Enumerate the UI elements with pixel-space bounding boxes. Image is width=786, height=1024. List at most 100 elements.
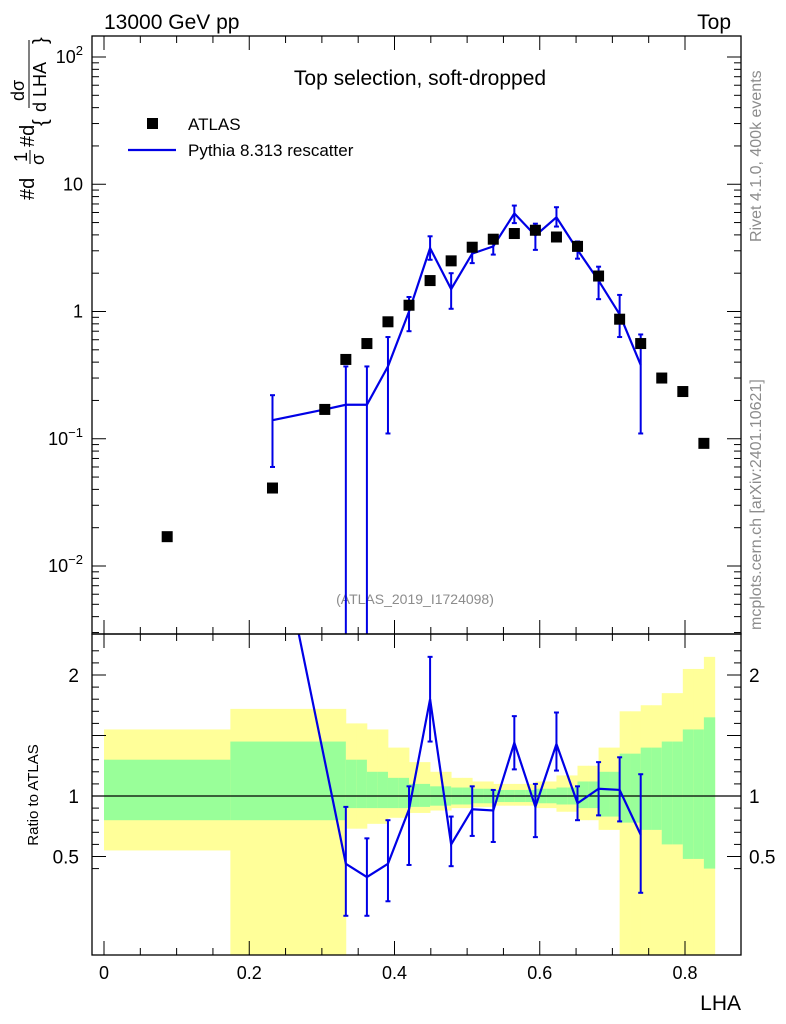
header-process-label: 13000 GeV pp bbox=[104, 11, 239, 34]
atlas-data-point bbox=[319, 403, 331, 415]
ratio-y-tick-label-right: 2 bbox=[749, 666, 760, 687]
analysis-id-label: (ATLAS_2019_I1724098) bbox=[336, 591, 494, 607]
legend-label-atlas: ATLAS bbox=[188, 115, 241, 134]
atlas-data-point bbox=[593, 270, 605, 282]
band-inner-bin bbox=[630, 753, 642, 823]
x-axis-label: LHA bbox=[700, 992, 741, 1015]
band-inner-bin bbox=[672, 741, 684, 845]
x-tick-label: 0 bbox=[99, 963, 109, 983]
legend: ATLAS Pythia 8.313 rescatter bbox=[128, 115, 354, 160]
band-inner-bin bbox=[693, 729, 705, 859]
legend-label-pythia: Pythia 8.313 rescatter bbox=[188, 141, 354, 160]
band-inner-bin bbox=[640, 747, 652, 830]
band-inner-bin bbox=[366, 771, 379, 809]
atlas-data-point bbox=[529, 224, 541, 236]
band-inner-bin bbox=[409, 783, 421, 807]
tick-exponent: −2 bbox=[68, 552, 83, 567]
ylabel-hash1: #d bbox=[17, 178, 39, 200]
band-inner-bin bbox=[398, 777, 410, 809]
ylabel-hash2: #d bbox=[17, 125, 39, 147]
atlas-data-point bbox=[677, 386, 689, 398]
band-outer-bin bbox=[640, 705, 652, 955]
atlas-data-point bbox=[487, 233, 499, 245]
mcplots-label: mcplots.cern.ch [arXiv:2401.10621] bbox=[748, 379, 765, 630]
band-inner-bin bbox=[387, 777, 400, 809]
band-inner-bin bbox=[619, 753, 631, 823]
tick-exponent: −1 bbox=[68, 425, 83, 440]
main-y-tick-label: 10−2 bbox=[48, 552, 83, 576]
main-y-tick-label: 10 bbox=[63, 174, 83, 194]
ylabel-sigma: σ bbox=[28, 154, 48, 165]
ylabel-one: 1 bbox=[11, 152, 31, 162]
atlas-data-point bbox=[340, 353, 352, 365]
band-inner-bin bbox=[588, 781, 599, 809]
ratio-y-axis-label: Ratio to ATLAS bbox=[25, 744, 42, 845]
atlas-data-point bbox=[403, 299, 415, 311]
band-inner-bin bbox=[419, 783, 431, 807]
x-tick-label: 0.4 bbox=[382, 963, 407, 983]
ylabel-rbrace: } bbox=[30, 37, 52, 44]
atlas-data-point bbox=[635, 338, 647, 350]
ylabel-dsigma: dσ bbox=[8, 80, 28, 101]
tick-base: 10 bbox=[56, 47, 76, 67]
band-outer-bin bbox=[619, 711, 631, 955]
band-inner-bin bbox=[356, 759, 368, 809]
atlas-data-point bbox=[266, 482, 278, 494]
tick-base: 10 bbox=[48, 556, 68, 576]
pythia-line bbox=[272, 211, 642, 422]
x-tick-label: 0.8 bbox=[672, 963, 697, 983]
main-atlas-series bbox=[161, 224, 710, 543]
band-inner-bin bbox=[661, 741, 674, 845]
main-y-tick-label: 10−1 bbox=[48, 425, 83, 449]
band-inner-bin bbox=[577, 781, 589, 809]
ratio-y-tick-label-left: 0.5 bbox=[53, 848, 79, 869]
legend-marker-atlas bbox=[147, 118, 158, 129]
atlas-data-point bbox=[466, 241, 478, 253]
ratio-y-tick-label-right: 1 bbox=[749, 787, 760, 808]
band-outer-bin bbox=[651, 705, 663, 955]
ratio-y-tick-label-left: 1 bbox=[68, 787, 79, 808]
atlas-data-point bbox=[382, 316, 394, 328]
atlas-data-point bbox=[361, 338, 373, 350]
main-y-axis-label: #d 1 σ #d dσ { d LHA } bbox=[8, 37, 52, 200]
band-inner-bin bbox=[104, 759, 231, 821]
atlas-data-point bbox=[614, 313, 626, 325]
chart-title: Top selection, soft-dropped bbox=[294, 67, 546, 90]
band-inner-bin bbox=[703, 717, 716, 869]
x-tick-label: 0.2 bbox=[237, 963, 262, 983]
ratio-pythia-series bbox=[297, 634, 644, 917]
ratio-uncertainty-bands bbox=[104, 656, 716, 955]
tick-exponent: 2 bbox=[76, 43, 83, 58]
ylabel-dlha: d LHA bbox=[30, 62, 50, 112]
band-inner-bin bbox=[651, 747, 663, 830]
main-y-tick-label: 1 bbox=[73, 302, 83, 322]
atlas-data-point bbox=[424, 275, 436, 287]
main-pythia-series bbox=[269, 204, 644, 634]
axes-frames bbox=[91, 35, 742, 956]
x-tick-label: 0.6 bbox=[527, 963, 552, 983]
atlas-data-point bbox=[572, 240, 584, 252]
atlas-data-point bbox=[550, 231, 562, 243]
ylabel-lbrace: { bbox=[30, 119, 52, 126]
band-inner-bin bbox=[609, 771, 621, 817]
ratio-y-tick-label-right: 0.5 bbox=[749, 848, 775, 869]
atlas-data-point bbox=[161, 531, 173, 543]
tick-base: 10 bbox=[48, 429, 68, 449]
atlas-data-point bbox=[656, 372, 668, 384]
main-y-tick-label: 102 bbox=[56, 43, 83, 67]
band-inner-bin bbox=[230, 741, 347, 821]
ratio-pythia-line bbox=[297, 634, 642, 879]
header-selection-label: Top bbox=[697, 11, 731, 34]
band-inner-bin bbox=[682, 729, 695, 859]
band-inner-bin bbox=[377, 771, 389, 809]
atlas-data-point bbox=[508, 228, 520, 240]
ratio-y-tick-label-left: 2 bbox=[68, 666, 79, 687]
band-inner-bin bbox=[345, 759, 358, 809]
band-outer-bin bbox=[630, 711, 642, 955]
atlas-data-point bbox=[445, 255, 457, 267]
band-inner-bin bbox=[598, 771, 610, 817]
ratio-panel-frame bbox=[91, 633, 742, 956]
rivet-version-label: Rivet 4.1.0, 400k events bbox=[748, 70, 765, 242]
